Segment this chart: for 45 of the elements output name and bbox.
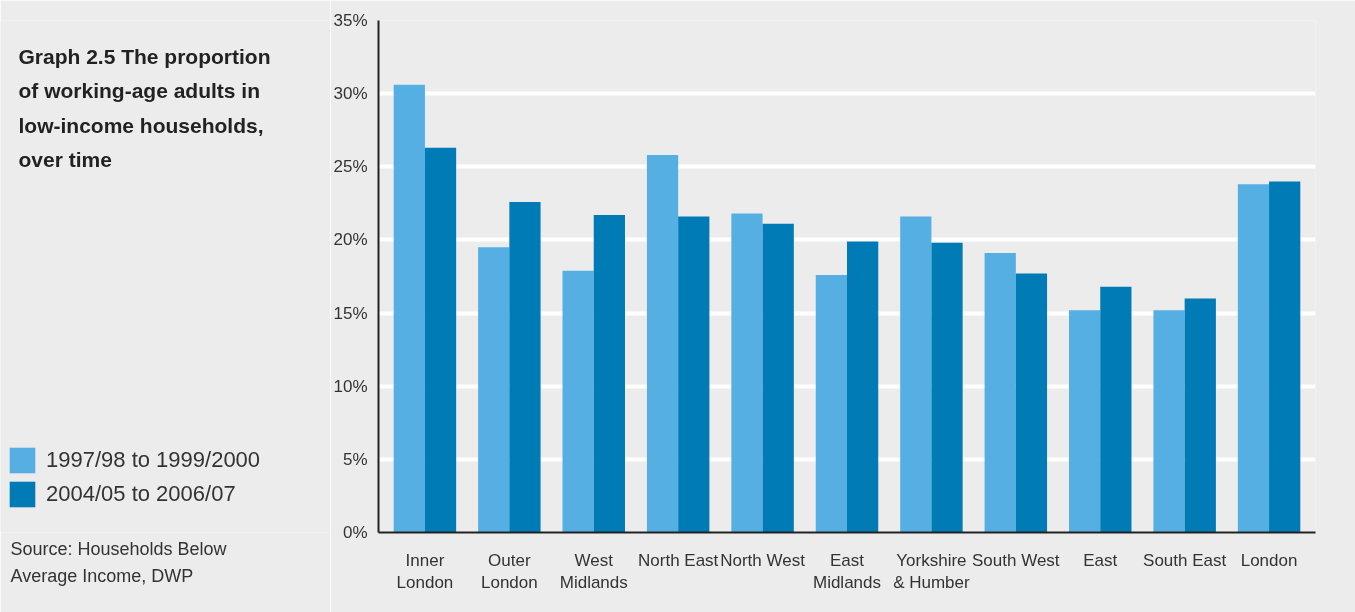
x-tick-label: North East: [638, 550, 719, 570]
y-tick-label: 0%: [342, 523, 368, 542]
bar: [1269, 181, 1301, 533]
bar: [931, 242, 963, 533]
x-tick-label: East: [1083, 550, 1118, 570]
x-tick-label: Yorkshire & Humber: [893, 550, 971, 593]
bar: [678, 216, 710, 533]
x-tick-label: North West: [720, 550, 806, 570]
bar: [984, 253, 1016, 533]
bar: [509, 201, 541, 533]
x-tick-label: East Midlands: [812, 550, 882, 593]
x-tick-label: South West: [972, 550, 1060, 570]
x-tick-label: Inner London: [396, 550, 454, 593]
y-tick-label: 35%: [333, 11, 368, 30]
bar: [1184, 298, 1216, 533]
text: Graph 2.5 The proportion of working-age adults in low-income households, over time: [18, 44, 271, 171]
y-tick-label: 30%: [333, 84, 368, 104]
bar: [393, 84, 425, 533]
bar: [1237, 184, 1270, 533]
y-tick-label: 25%: [333, 157, 368, 177]
bar: [1153, 310, 1185, 533]
bar: [593, 215, 625, 533]
x-tick-label: West Midlands: [559, 550, 628, 593]
y-tick-label: 10%: [333, 376, 368, 396]
x-tick-label: Outer London: [480, 550, 538, 593]
source-note: Source: Households Below Average Income, DWP: [10, 538, 228, 586]
bar: [646, 155, 679, 533]
x-tick-label: London: [1240, 550, 1298, 570]
bar: [562, 270, 594, 533]
bar: [478, 247, 510, 533]
legend-label: 1997/98 to 1999/2000: [46, 447, 261, 473]
bar: [1069, 310, 1101, 533]
bar: [762, 223, 794, 533]
bar: [1015, 273, 1048, 533]
bar: [900, 216, 932, 533]
x-tick-label: South East: [1143, 550, 1227, 570]
y-tick-label: 20%: [333, 230, 368, 250]
legend-label: 2004/05 to 2006/07: [46, 481, 236, 507]
y-tick-label: 15%: [333, 303, 368, 323]
bar: [1100, 286, 1132, 533]
bar: [731, 213, 763, 533]
bar: [424, 147, 457, 533]
y-tick-label: 5%: [342, 449, 368, 469]
bar: [847, 241, 879, 533]
bar: [815, 275, 847, 533]
